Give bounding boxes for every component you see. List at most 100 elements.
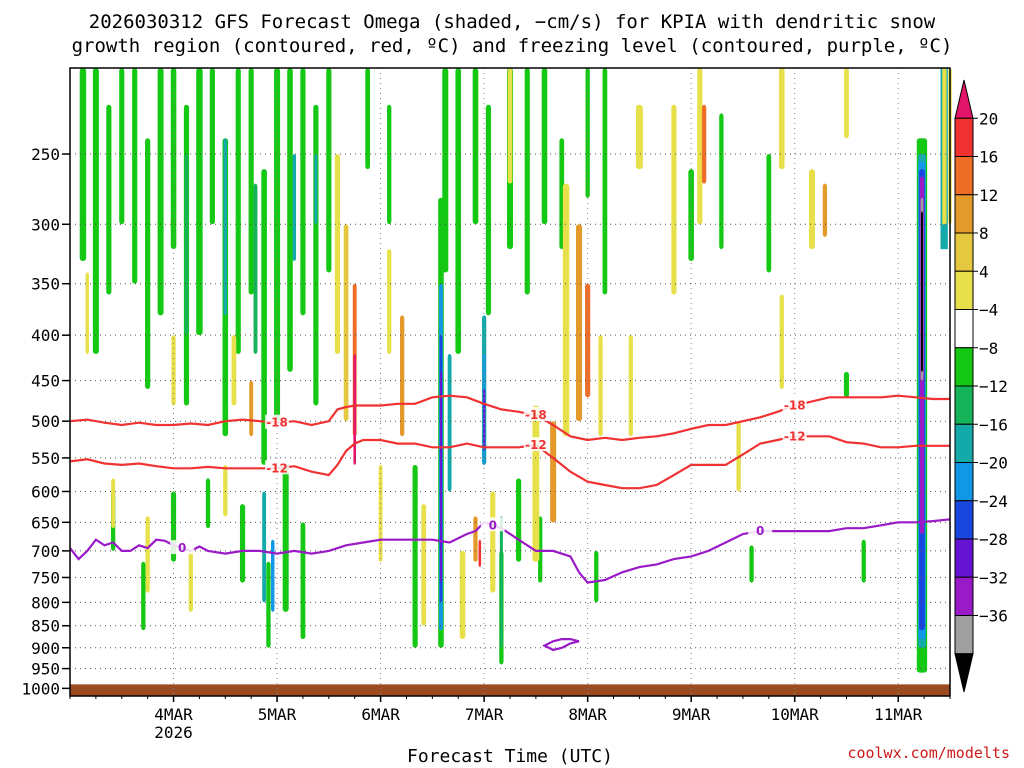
chart-title: 2026030312 GFS Forecast Omega (shaded, −… [72,11,953,57]
contour-label: 0 [178,541,186,555]
colorbar-swatch [954,309,974,349]
contour-label-bg [170,540,195,555]
omega-shade-band [184,154,189,336]
omega-shade-band [516,478,522,562]
colorbar-swatch [954,385,974,425]
omega-shade-band [274,68,281,422]
omega-shade-band [287,68,293,372]
y-tick-label: 450 [31,372,60,391]
colorbar-label: 4 [979,262,989,281]
contour-label: -12 [784,429,806,443]
omega-shade-band [248,68,254,295]
contour-label: 0 [489,518,497,532]
omega-shade-band [196,68,203,336]
colorbar-swatch [954,347,974,387]
colorbar-label: −24 [979,492,1008,511]
y-tick-label: 950 [31,660,60,679]
title-line-1: 2026030312 GFS Forecast Omega (shaded, −… [89,11,936,33]
contour-label: -12 [266,461,288,475]
omega-shade-band [171,335,176,406]
y-tick-label: 550 [31,449,60,468]
y-tick-label: 250 [31,145,60,164]
contour-label: -18 [784,398,806,412]
x-tick-label: 8MAR [568,705,607,724]
omega-shade-band [447,353,452,492]
colorbar-label: 20 [979,109,998,128]
omega-shade-band [778,68,785,170]
omega-shade-band [292,154,297,262]
y-tick-label: 350 [31,275,60,294]
omega-shade-band [478,539,482,568]
omega-shade-band [387,249,392,354]
omega-shade-band [313,104,319,406]
omega-shade-band [79,68,87,262]
contour-line [542,638,580,652]
omega-shade-band [532,405,540,562]
contour-label: -12 [525,438,547,452]
omega-shade-band [111,478,116,529]
colorbar-swatch [954,615,974,655]
omega-shade-band [239,504,246,583]
omega-shade-band [92,68,99,354]
colorbar-swatch [954,576,974,616]
omega-shade-band [400,315,405,437]
colorbar-label: −20 [979,454,1008,473]
omega-shade-band [141,561,146,631]
contour-line [69,435,950,490]
omega-shade-band [253,183,258,354]
omega-shade-band [334,154,341,354]
colorbar-label: −36 [979,607,1008,626]
colorbar-legend: 20 16 12 8 4 −4 −8 −12 −16 −20 −24 −28 −32 −36 [954,79,1008,693]
x-tick-label: 4MAR [154,705,193,724]
colorbar-swatch [954,117,974,157]
colorbar-swatch [954,270,974,310]
omega-shade-band [262,491,267,603]
x-tick-sublabel: 2026 [154,723,193,742]
omega-shade-band [843,371,850,398]
omega-shade-band [766,154,772,273]
omega-shade-band [326,68,332,273]
contour-label-bg [523,406,548,421]
y-axis-pressure-ticks: 250 300 350 400 450 500 550 600 650 700 750 800 850 9… [21,145,70,698]
x-tick-label: 6MAR [361,705,400,724]
colorbar-label: −28 [979,530,1008,549]
colorbar-label: −16 [979,415,1008,434]
omega-shade-band [132,68,138,284]
contour-label-bg [480,517,505,532]
y-tick-label: 300 [31,215,60,234]
omega-shade-band [249,380,254,437]
omega-shade-band [455,68,462,354]
omega-shade-band [594,550,599,603]
contour-lines: 0 0 0 -12 -12 -12 -18 -18 -18 [69,394,951,652]
omega-shade-band [223,464,228,517]
omega-shade-band [490,491,496,593]
omega-shade-band [353,353,356,465]
colorbar-label: −12 [979,377,1008,396]
omega-shade-band [85,272,89,354]
x-axis-label: Forecast Time (UTC) [407,746,613,767]
omega-shade-band [602,68,608,295]
colorbar-swatch [954,194,974,234]
omega-shade-band [499,516,503,648]
omega-shade-band [688,169,694,262]
omega-shade-band [507,68,513,184]
y-tick-label: 400 [31,326,60,345]
title-line-2: growth region (contoured, red, ºC) and f… [72,35,953,57]
y-tick-label: 650 [31,513,60,532]
omega-shade-band [598,335,603,437]
colorbar-swatch [954,423,974,463]
y-tick-label: 800 [31,593,60,612]
omega-shade-band [585,68,590,198]
omega-shade-band [473,516,478,562]
omega-shade-band [562,183,570,437]
omega-shade-band [635,104,643,170]
colorbar-swatch [954,156,974,196]
omega-shade-band [628,335,633,437]
contour-label: -18 [266,416,288,430]
omega-shade-band [808,169,815,250]
grid-lines [70,68,950,696]
omega-shade-band [524,68,530,295]
y-tick-label: 1000 [21,679,60,698]
omega-shade-band [920,211,923,372]
colorbar-label: −4 [979,301,998,320]
